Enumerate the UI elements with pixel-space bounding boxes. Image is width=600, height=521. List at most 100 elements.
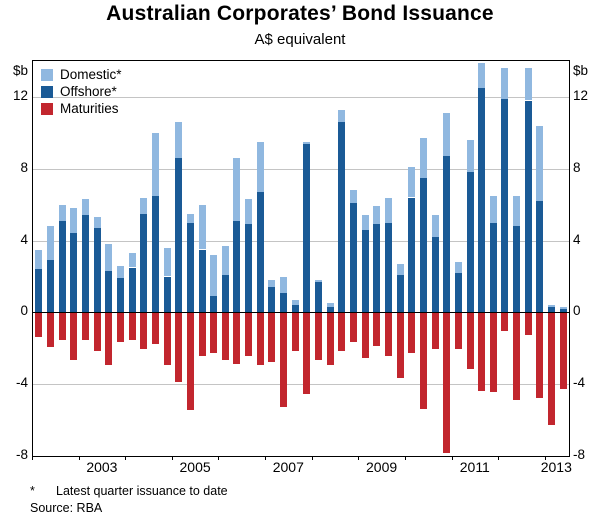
bar-maturities (349, 313, 357, 343)
y-axis-unit-right: $b (573, 63, 589, 78)
bar-domestic (93, 217, 101, 228)
bar-maturities (338, 313, 346, 352)
bar-offshore (210, 296, 218, 313)
bar-maturities (536, 313, 544, 398)
y-axis-label-left: -8 (15, 447, 28, 462)
bar-offshore (478, 87, 486, 313)
bar-domestic (221, 245, 229, 275)
bar-maturities (443, 313, 451, 454)
bar-maturities (221, 313, 229, 361)
bar-offshore (35, 269, 43, 313)
bar-maturities (81, 313, 89, 341)
y-axis-label-right: 12 (573, 87, 589, 103)
x-axis-tick (265, 456, 266, 460)
bar-offshore (513, 226, 521, 313)
bar-domestic (35, 249, 43, 270)
x-axis-tick (451, 456, 453, 460)
bar-offshore (81, 215, 89, 313)
x-axis-label-2005: 2005 (179, 459, 211, 475)
footnote-text: Latest quarter issuance to date (56, 484, 228, 498)
bar-domestic (128, 253, 136, 268)
bar-offshore (151, 195, 159, 313)
legend-swatch-offshore (41, 85, 53, 98)
bar-maturities (198, 313, 206, 357)
bar-domestic (513, 195, 521, 227)
bar-offshore (466, 172, 474, 313)
bar-offshore (396, 274, 404, 313)
x-axis-tick (125, 456, 127, 460)
gridline (33, 384, 569, 386)
y-axis-label-right: -4 (573, 375, 586, 391)
bar-domestic (233, 158, 241, 221)
bar-offshore (536, 201, 544, 313)
gridline (33, 240, 569, 242)
bar-maturities (291, 313, 299, 352)
y-axis-label-right: 4 (573, 231, 581, 247)
bar-domestic (384, 197, 392, 223)
bar-maturities (233, 313, 241, 364)
bar-offshore (280, 292, 287, 313)
bar-maturities (548, 313, 555, 425)
chart-title: Australian Corporates’ Bond Issuance (106, 2, 494, 25)
legend-label-maturities: Maturities (60, 101, 119, 116)
bar-offshore (373, 224, 381, 313)
y-axis-label-left: 0 (20, 303, 28, 319)
y-axis-label-left: -4 (15, 375, 28, 391)
bar-domestic (163, 247, 171, 277)
bar-maturities (256, 313, 264, 366)
x-axis-tick (32, 456, 33, 460)
x-axis-label-2009: 2009 (366, 459, 398, 475)
bar-maturities (105, 313, 113, 366)
bar-domestic (198, 204, 206, 250)
x-axis-label-2003: 2003 (86, 459, 118, 475)
bar-maturities (93, 313, 101, 352)
x-axis-label-2011: 2011 (459, 459, 490, 475)
y-axis-label-left: 12 (12, 87, 28, 103)
bar-domestic (81, 199, 89, 216)
bar-maturities (186, 313, 194, 411)
bar-domestic (478, 62, 486, 88)
y-axis-label-left: 4 (20, 231, 28, 247)
x-axis-tick (171, 456, 173, 460)
legend-swatch-maturities (41, 102, 53, 115)
bar-maturities (396, 313, 404, 378)
bar-domestic (361, 215, 369, 230)
bar-maturities (58, 313, 66, 341)
bar-offshore (361, 229, 369, 313)
bar-offshore (268, 287, 276, 313)
bar-domestic (466, 140, 474, 173)
bar-offshore (256, 192, 264, 313)
bar-offshore (326, 307, 334, 313)
bar-domestic (256, 141, 264, 193)
bar-domestic (151, 132, 159, 196)
bar-offshore (338, 122, 346, 313)
legend: Domestic* Offshore* Maturities (41, 66, 122, 117)
bar-maturities (303, 313, 311, 395)
bar-offshore (128, 267, 136, 313)
bar-maturities (128, 313, 136, 341)
x-axis-label-2013: 2013 (540, 459, 572, 475)
bar-domestic (268, 280, 276, 288)
legend-item-offshore: Offshore* (41, 83, 122, 100)
x-axis-tick (78, 456, 80, 460)
bar-domestic (58, 204, 66, 221)
footnote: * Latest quarter issuance to date (30, 484, 228, 498)
bar-domestic (47, 226, 54, 261)
bar-domestic (349, 190, 357, 203)
bar-maturities (35, 313, 43, 337)
bar-maturities (478, 313, 486, 391)
bar-domestic (303, 141, 311, 144)
legend-label-offshore: Offshore* (60, 84, 117, 99)
bar-offshore (105, 271, 113, 313)
bar-offshore (408, 197, 416, 313)
bar-maturities (47, 313, 54, 348)
zero-line (33, 312, 569, 314)
bar-offshore (116, 278, 124, 313)
x-axis-label-2007: 2007 (272, 459, 304, 475)
x-axis-tick (218, 456, 220, 460)
chart-subtitle: A$ equivalent (254, 31, 346, 48)
bar-maturities (315, 313, 322, 361)
bar-domestic (454, 262, 462, 273)
bar-maturities (116, 313, 124, 343)
bar-domestic (175, 122, 183, 158)
